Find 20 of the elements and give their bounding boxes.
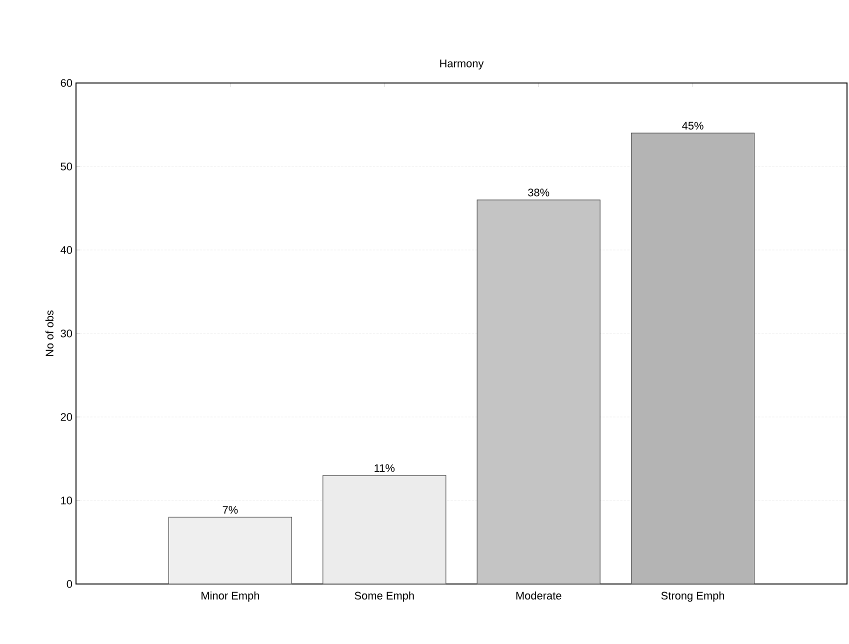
chart-title: Harmony <box>440 60 484 70</box>
y-tick-label: 10 <box>61 496 72 504</box>
y-tick-label: 60 <box>60 79 72 87</box>
x-tick-label: Moderate <box>516 592 562 600</box>
y-tick-label: 0 <box>66 580 72 588</box>
x-tick-label: Minor Emph <box>202 592 260 602</box>
y-axis-title: No of obs <box>45 310 54 356</box>
y-tick-label: 30 <box>60 330 72 338</box>
annotation: 7% <box>222 506 238 514</box>
y-tick-label: 40 <box>60 246 72 254</box>
bar <box>631 132 755 584</box>
y-tick-label: 20 <box>60 413 72 421</box>
x-tick-label: Some Emph <box>354 592 414 602</box>
x-tick-label: Strong Emph <box>661 592 724 602</box>
y-tick-label: 50 <box>60 162 72 170</box>
annotation: 38% <box>528 188 550 196</box>
annotation: 45% <box>682 122 704 130</box>
annotation: 11% <box>374 464 395 472</box>
bar <box>322 475 446 584</box>
bar <box>168 516 292 584</box>
